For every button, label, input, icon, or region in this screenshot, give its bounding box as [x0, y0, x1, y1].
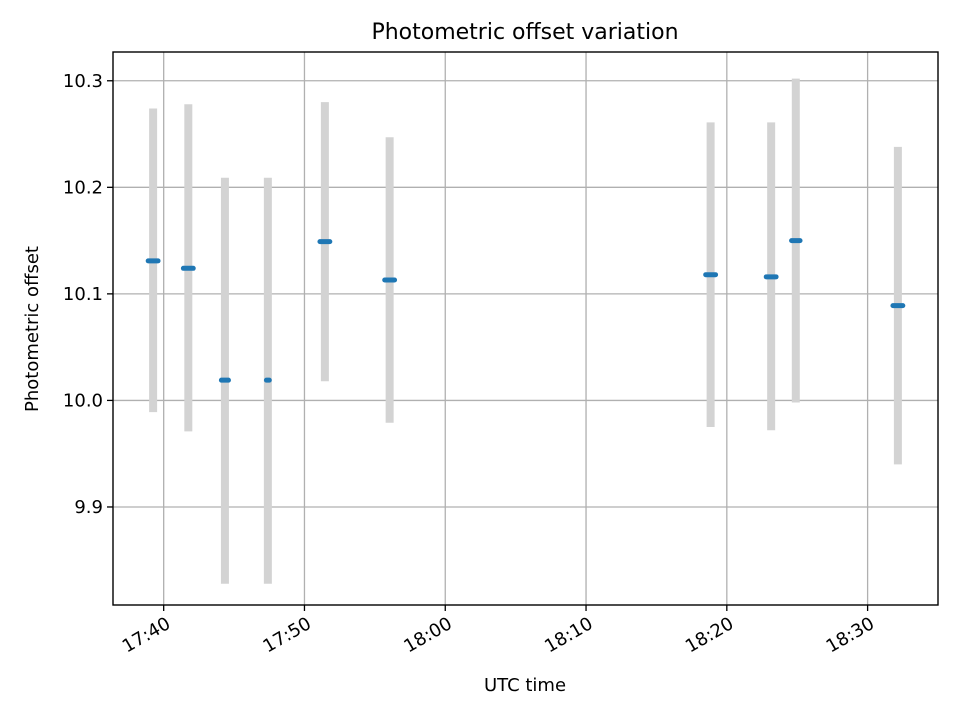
y-tick-label: 10.3	[63, 71, 103, 92]
plot-frame	[112, 51, 939, 606]
y-tick-label: 10.0	[63, 390, 103, 411]
y-tick-label: 10.1	[63, 284, 103, 305]
x-axis-label: UTC time	[484, 675, 566, 696]
y-tick-label: 9.9	[74, 497, 103, 518]
grid-lines	[113, 52, 938, 605]
data-points	[145, 238, 906, 383]
y-axis-label: Photometric offset	[22, 246, 43, 412]
chart-title: Photometric offset variation	[371, 20, 678, 45]
y-tick-label: 10.2	[63, 177, 103, 198]
